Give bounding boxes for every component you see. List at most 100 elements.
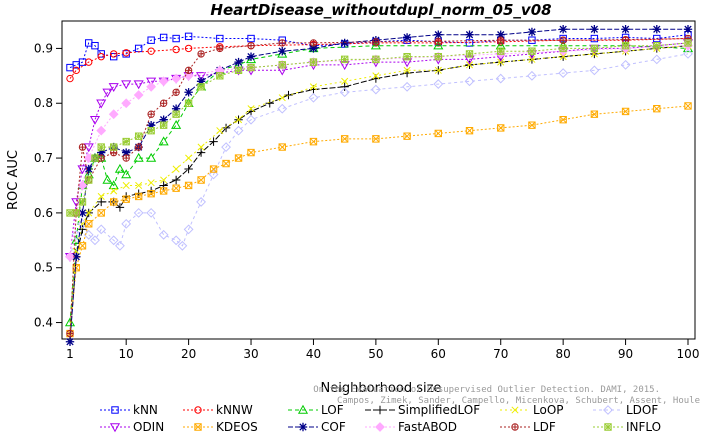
data-point-loop [172,165,180,173]
legend-label-loop: LoOP [533,403,564,417]
data-point-inflo [590,44,599,53]
data-point-lof [171,119,182,129]
data-point-ldf [172,88,180,96]
series-line-loop [69,45,689,334]
data-point-cof [171,104,181,113]
data-point-loop [147,179,155,187]
data-point-fastabod [171,73,182,84]
data-point-cof [72,252,81,261]
data-point-ldof [108,235,119,246]
data-point-kdeos [147,190,155,198]
legend-label-ldof: LDOF [626,403,658,417]
data-point-kdeos [78,242,87,250]
legend-marker-ldof [603,405,613,415]
data-point-inflo [278,61,286,69]
data-point-inflo [172,110,180,118]
data-point-odin [146,77,157,87]
data-point-kdeos [184,181,193,190]
data-point-inflo [372,55,380,64]
watermark-line-2: On the Evaluation of Unsupervised Outlie… [313,385,660,395]
data-point-knn [97,50,105,58]
data-point-ldof [339,87,350,98]
data-point-kdeos [559,115,567,124]
data-point-kdeos [497,124,505,132]
series-line-knn [69,34,689,69]
data-point-loop [528,55,536,63]
data-point-cof [683,25,693,34]
y-axis-label: ROC AUC [6,150,21,210]
data-point-ldf [122,154,130,162]
data-point-simplifiedlof [115,203,125,212]
data-point-inflo [85,176,93,184]
data-point-inflo [91,154,99,162]
data-point-fastabod [108,109,119,120]
legend-label-simplifiedlof: SimplifiedLOF [398,403,480,417]
data-point-cof [465,30,474,39]
legend-marker-lof [297,404,309,414]
legend-label-knnw: kNNW [216,403,253,417]
data-point-cof [621,25,630,34]
data-point-knnw [109,50,118,58]
data-point-lof [102,174,113,184]
x-axis-label: Neighborhood size [321,381,442,396]
data-point-inflo [97,143,105,151]
data-point-loop [434,66,442,74]
x-axis: 1 10 20 30 40 50 60 70 80 90 100 [66,338,699,361]
data-point-inflo [159,121,168,129]
data-point-odin [102,88,113,98]
data-point-odin [121,80,132,90]
data-point-ldf [434,37,443,45]
data-point-lof [133,152,144,162]
data-point-knn [247,34,255,43]
data-point-kdeos [197,176,205,184]
data-point-lof [158,136,169,146]
data-point-cof [402,33,412,42]
data-point-kdeos [247,148,255,157]
series-ldf [66,34,692,338]
series-inflo [66,39,692,217]
data-point-loop [278,94,286,102]
legend-marker-fastabod [375,422,385,432]
series-ldof [65,48,693,262]
data-point-inflo [247,63,255,72]
data-point-knn [590,34,599,43]
data-point-loop [160,176,168,184]
x-tick-label: 1 [66,347,74,361]
data-point-knnw [66,74,74,83]
data-point-ldof [221,142,231,153]
data-point-fastabod [183,70,194,81]
legend-item-ldf: LDF [500,420,556,434]
data-point-fastabod [96,125,107,136]
legend-item-odin: ODIN [100,420,164,434]
data-point-ldf [184,66,193,74]
x-tick-label: 80 [556,347,571,361]
data-point-kdeos [72,264,80,272]
data-point-lof [370,40,381,50]
data-point-ldf [66,329,74,338]
data-point-ldof [121,218,132,229]
data-point-ldof [115,240,125,251]
data-point-loop [135,181,143,190]
data-point-fastabod [121,98,132,109]
data-point-kdeos [309,137,318,146]
data-point-knnw [85,58,93,66]
data-point-ldf [134,143,143,151]
data-point-loop [403,66,411,74]
data-point-ldof [558,68,569,78]
data-point-inflo [66,209,74,217]
data-point-loop [497,58,505,66]
data-point-ldof [208,169,219,180]
data-point-inflo [497,47,505,55]
data-point-ldof [196,197,206,207]
data-point-fastabod [146,81,157,92]
y-tick-label: 0.6 [34,206,53,220]
data-point-loop [110,187,118,195]
data-point-ldf [309,39,318,47]
data-point-kdeos [109,198,118,206]
data-point-loop [216,127,224,135]
data-point-knnw [72,66,80,75]
legend-item-knnw: kNNW [183,403,253,417]
data-point-kdeos [621,107,630,116]
data-point-inflo [72,209,80,217]
data-point-ldof [495,73,506,84]
